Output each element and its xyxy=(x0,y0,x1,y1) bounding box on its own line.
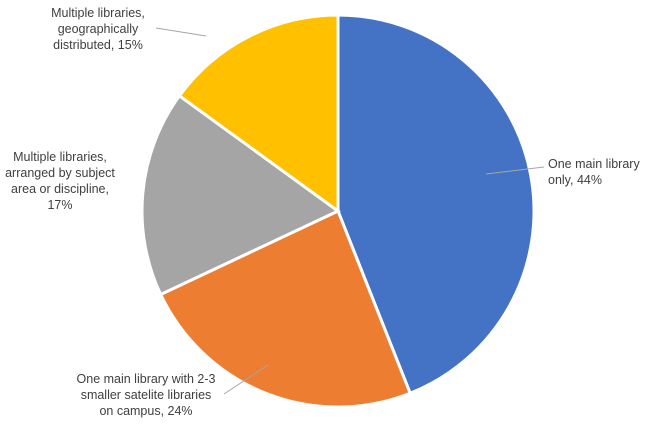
slice-label-4-line-1: Multiple libraries, xyxy=(51,6,145,20)
slice-label-3-line-3: area or discipline, xyxy=(11,182,109,196)
slice-label-2-line-1: One main library with 2-3 xyxy=(77,372,216,386)
slices-layer xyxy=(140,13,536,409)
slice-label-3-line-4: 17% xyxy=(47,198,72,212)
pie-slice-3 xyxy=(140,93,341,297)
slice-label-1: One main library only, 44% xyxy=(548,157,640,187)
leader-lines-layer xyxy=(155,27,545,395)
slice-label-3-line-1: Multiple libraries, xyxy=(13,150,107,164)
slice-label-1-line-1: One main library xyxy=(548,157,640,171)
pie-slice-2 xyxy=(158,208,413,409)
slice-label-4: Multiple libraries, geographically distrib… xyxy=(51,6,145,52)
slice-label-2-line-3: on campus, 24% xyxy=(99,404,192,418)
slice-label-2-line-2: smaller satelite libraries xyxy=(81,388,212,402)
slice-label-1-line-2: only, 44% xyxy=(548,173,602,187)
slice-label-4-line-2: geographically xyxy=(58,22,139,36)
leader-line-2 xyxy=(223,364,269,395)
labels-layer: One main library only, 44%One main librar… xyxy=(5,6,640,418)
slice-label-2: One main library with 2-3 smaller satelit… xyxy=(77,372,216,418)
slice-label-3-line-2: arranged by subject xyxy=(5,166,115,180)
slice-label-4-line-3: distributed, 15% xyxy=(53,38,143,52)
pie-slice-1 xyxy=(336,13,536,396)
slice-label-3: Multiple libraries, arranged by subject ar… xyxy=(5,150,115,212)
pie-slice-4 xyxy=(177,13,340,214)
leader-line-1 xyxy=(485,166,545,175)
leader-line-4 xyxy=(155,27,207,37)
